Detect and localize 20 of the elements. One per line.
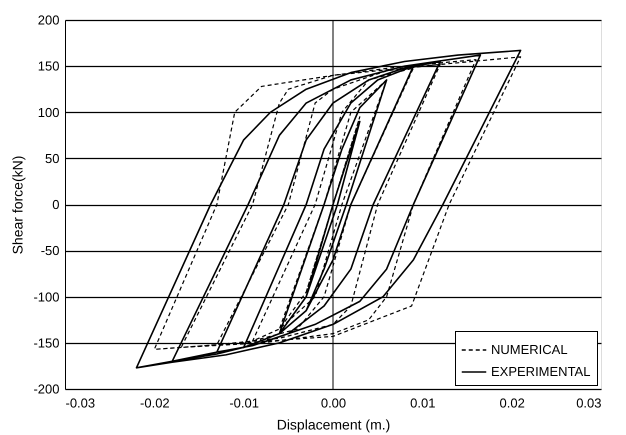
y-tick-label: -200	[33, 382, 60, 396]
x-tick-label: 0.00	[320, 396, 346, 410]
y-tick-label: -150	[33, 335, 60, 350]
y-tick-label: 200	[38, 12, 60, 28]
y-tick-label: 100	[38, 104, 60, 120]
x-tick-label: -0.03	[66, 396, 96, 410]
legend-label: NUMERICAL	[491, 342, 568, 357]
y-tick-label: 50	[45, 150, 60, 166]
x-tick-label: 0.03	[576, 396, 602, 410]
y-tick-label: -100	[33, 289, 60, 304]
x-axis-title: Displacement (m.)	[276, 416, 390, 432]
x-tick-label: 0.02	[500, 396, 525, 410]
y-tick-label: 0	[52, 197, 60, 212]
y-tick-label: 150	[38, 58, 60, 74]
x-tick-label: -0.01	[229, 396, 259, 410]
x-tick-label: 0.01	[410, 396, 436, 410]
x-tick-label: -0.02	[140, 396, 170, 410]
y-tick-label: -50	[40, 243, 60, 258]
legend-label: EXPERIMENTAL	[491, 364, 590, 379]
y-axis-title: Shear force(kN)	[9, 156, 26, 254]
